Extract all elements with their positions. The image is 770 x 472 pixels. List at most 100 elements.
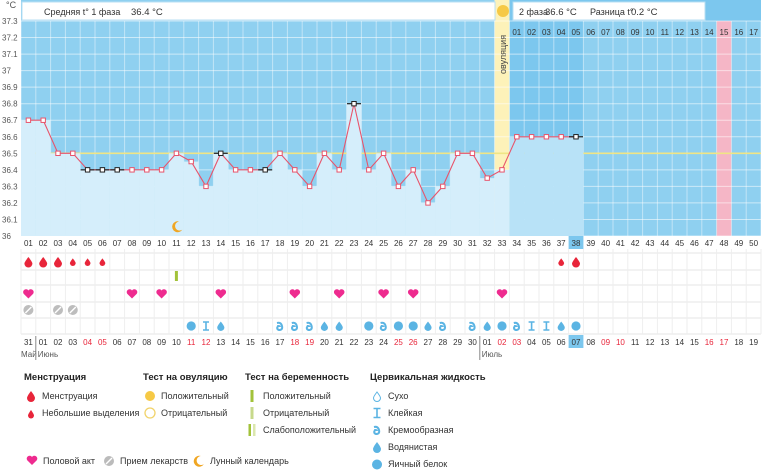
egg-white-icon (497, 321, 507, 331)
calendar-date: 18 (290, 338, 299, 347)
temperature-series (21, 100, 584, 236)
y-tick-label: 36.5 (2, 149, 18, 158)
future-bg (583, 21, 761, 236)
temp-point (203, 183, 209, 190)
temp-point (40, 117, 46, 123)
pill-icon-stroke (24, 306, 32, 314)
pill-icon-stroke (54, 306, 62, 314)
temp-bar (213, 153, 229, 236)
temp-point (410, 167, 416, 173)
temp-point (114, 167, 120, 173)
temp-bar (376, 153, 391, 236)
temp-bar (479, 178, 495, 236)
creamy-icon (291, 321, 298, 332)
calendar-date: 16 (261, 338, 270, 347)
calendar-date: 07 (128, 338, 137, 347)
difference-label: Разница t° (590, 7, 634, 17)
calendar-date: 19 (749, 338, 758, 347)
temp-bar (65, 153, 81, 236)
highlight-column (716, 21, 732, 236)
y-tick-label: 36.8 (2, 100, 18, 109)
temp-point (528, 134, 535, 140)
sticky-icon (543, 321, 550, 331)
legend-pregnancy-title: Тест на беременность (245, 372, 350, 383)
calendar-date: 31 (24, 338, 33, 347)
temp-bar (346, 103, 362, 236)
heart-icon (156, 289, 167, 299)
y-tick-label: 36.4 (2, 166, 18, 175)
temp-point (380, 150, 387, 157)
phase2-day-number: 06 (586, 28, 595, 37)
temp-point (262, 167, 268, 173)
difference-value: 0.2 °C (631, 7, 658, 18)
test-weak-icon (245, 423, 259, 436)
temp-bar (243, 169, 258, 236)
calendar-date: 02 (498, 338, 507, 347)
watery-icon (217, 321, 225, 331)
calendar-date: 10 (172, 338, 181, 347)
legend-medication: Прием лекарств (103, 455, 188, 467)
temp-point (454, 150, 461, 157)
cycle-day-label: 47 (705, 239, 714, 248)
egg-white-icon (186, 321, 196, 331)
test-positive-icon (245, 389, 259, 402)
temp-point (469, 150, 476, 157)
legend-item: Яичный белок (388, 458, 448, 469)
ovulation-label: овуляция (498, 35, 508, 74)
legend-item: Клейкая (388, 407, 423, 418)
calendar-date: 28 (438, 338, 447, 347)
heart-icon (126, 289, 138, 299)
chart-backgrounds (21, 0, 761, 236)
legend-item: Половой акт (43, 455, 96, 466)
temp-bar (228, 169, 243, 236)
chart-header: Средняя t° 1 фаза 36.4 °C 2 фаза 36.6 °C… (21, 1, 706, 21)
cycle-day-label: 32 (483, 239, 492, 248)
cycle-day-label: 48 (720, 239, 729, 248)
calendar-date: 06 (113, 338, 122, 347)
cycle-day-label: 42 (631, 239, 640, 248)
cycle-day-label: 39 (586, 239, 595, 248)
calendar-date: 22 (350, 338, 359, 347)
cycle-day-label: 05 (83, 239, 92, 248)
temp-bar (509, 136, 525, 236)
cycle-day-label: 13 (202, 239, 211, 248)
y-tick-label: 37.1 (2, 50, 18, 59)
temp-bar (361, 169, 377, 236)
temp-point (247, 167, 254, 173)
calendar-date: 30 (468, 338, 477, 347)
cycle-day-label: 40 (601, 239, 610, 248)
calendar-date: 06 (557, 338, 566, 347)
calendar-date: 10 (616, 338, 625, 347)
small-drop-icon (24, 407, 38, 419)
heart-icon (26, 455, 38, 466)
cycle-day-label: 20 (305, 239, 314, 248)
temp-point (144, 167, 150, 173)
cycle-day-label: 09 (142, 239, 151, 248)
legend-item: Небольшие выделения (42, 407, 140, 418)
dry-icon (370, 390, 384, 402)
legend-item: Кремообразная (388, 424, 454, 435)
watery-icon (557, 321, 565, 331)
cycle-day-label: 12 (187, 239, 196, 248)
creamy-icon (379, 321, 387, 332)
phase1-label: Средняя t° 1 фаза (44, 7, 120, 17)
calendar-date: 13 (216, 338, 225, 347)
phase2-day-number: 14 (705, 28, 714, 37)
calendar-date: 12 (202, 338, 211, 347)
temp-point (158, 167, 165, 173)
temp-bar (553, 136, 569, 236)
temp-bar (109, 169, 125, 236)
phase2-label: 2 фаза (519, 7, 548, 17)
calendar-date: 15 (690, 338, 699, 347)
temp-point (543, 134, 550, 140)
legend-item: Менструация (42, 390, 98, 401)
legend-item: Положительный (161, 390, 229, 401)
cycle-day-label: 44 (660, 239, 669, 248)
legend-cervical-title: Цервикальная жидкость (370, 372, 486, 383)
cycle-day-label: 33 (498, 239, 507, 248)
temp-bar (465, 153, 480, 236)
y-tick-label: 37.3 (2, 17, 18, 26)
y-tick-label: 36.9 (2, 83, 18, 92)
cycle-day-label: 03 (54, 239, 63, 248)
heart-icon (215, 289, 227, 299)
